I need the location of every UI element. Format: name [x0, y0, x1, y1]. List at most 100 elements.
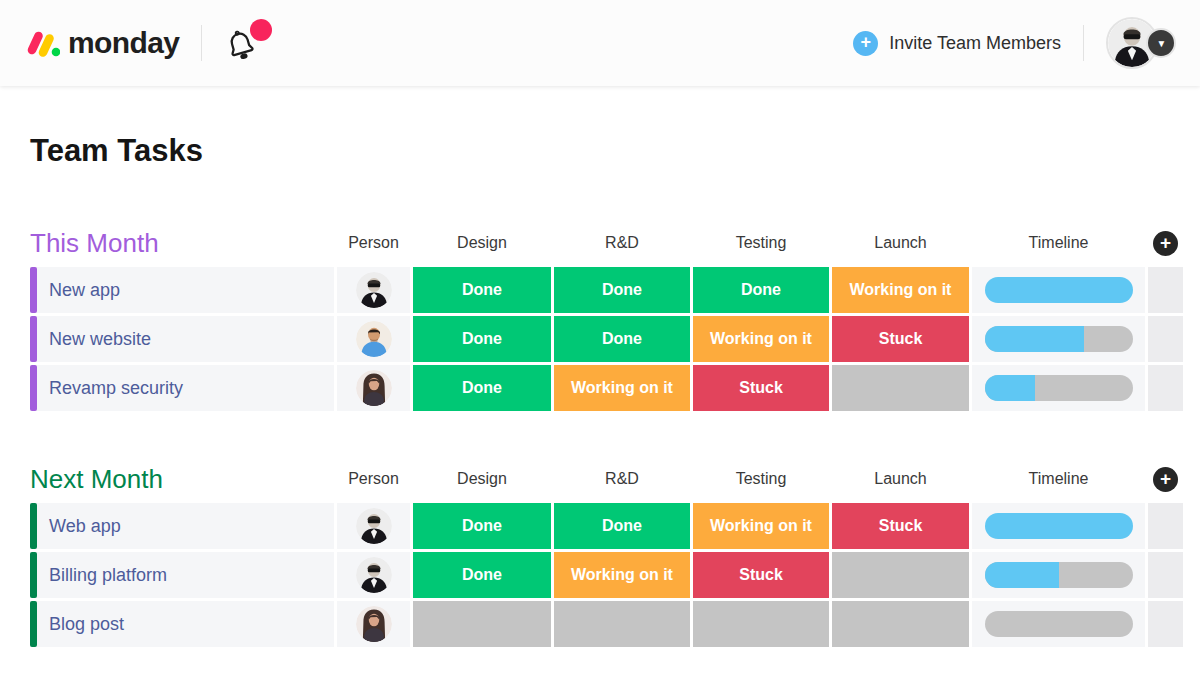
status-cell-testing[interactable]: Working on it — [693, 316, 829, 362]
group-this-month: This Month Person Design R&D Testing Lau… — [30, 226, 1200, 411]
timeline-bar — [985, 513, 1133, 539]
timeline-progress — [985, 375, 1035, 401]
person-cell[interactable] — [337, 503, 410, 549]
status-cell-testing[interactable]: Working on it — [693, 503, 829, 549]
task-name: Revamp security — [49, 378, 183, 399]
column-header-testing: Testing — [693, 234, 829, 252]
person-cell[interactable] — [337, 365, 410, 411]
invite-plus-icon — [853, 31, 878, 56]
status-cell-testing[interactable]: Done — [693, 267, 829, 313]
person-avatar — [356, 370, 392, 406]
column-header-timeline: Timeline — [972, 470, 1145, 488]
timeline-cell[interactable] — [972, 601, 1145, 647]
timeline-cell[interactable] — [972, 316, 1145, 362]
person-avatar — [356, 508, 392, 544]
status-cell-rd[interactable]: Done — [554, 316, 690, 362]
timeline-progress — [985, 326, 1084, 352]
timeline-progress — [985, 562, 1059, 588]
column-header-launch: Launch — [832, 234, 969, 252]
status-cell-design[interactable]: Done — [413, 552, 551, 598]
task-name: New app — [49, 280, 120, 301]
empty-cell — [1148, 552, 1183, 598]
person-cell[interactable] — [337, 267, 410, 313]
notifications-bell-button[interactable] — [224, 21, 264, 65]
task-name-cell[interactable]: Revamp security — [30, 365, 334, 411]
timeline-cell[interactable] — [972, 267, 1145, 313]
column-header-rd: R&D — [554, 470, 690, 488]
empty-cell — [1148, 316, 1183, 362]
header-divider-2 — [1083, 25, 1084, 61]
status-cell-design[interactable]: Done — [413, 365, 551, 411]
group-color-bar — [30, 316, 37, 362]
task-name-cell[interactable]: New app — [30, 267, 334, 313]
invite-label: Invite Team Members — [889, 33, 1061, 54]
status-cell-design[interactable]: Done — [413, 267, 551, 313]
status-cell-launch[interactable] — [832, 365, 969, 411]
table-row: Blog post — [30, 601, 1200, 647]
empty-cell — [1148, 267, 1183, 313]
status-cell-testing[interactable]: Stuck — [693, 552, 829, 598]
task-name: New website — [49, 329, 151, 350]
timeline-bar — [985, 375, 1133, 401]
timeline-cell[interactable] — [972, 552, 1145, 598]
table-row: Web app Done Done Working on it Stuck — [30, 503, 1200, 549]
column-header-person: Person — [337, 234, 410, 252]
timeline-bar — [985, 326, 1133, 352]
user-menu[interactable] — [1106, 17, 1176, 69]
board-content: Team Tasks This Month Person Design R&D … — [0, 133, 1200, 647]
task-name: Web app — [49, 516, 121, 537]
timeline-progress — [985, 277, 1133, 303]
task-name-cell[interactable]: New website — [30, 316, 334, 362]
table-row: New app Done Done Done Working on it — [30, 267, 1200, 313]
status-cell-launch[interactable]: Stuck — [832, 316, 969, 362]
status-cell-testing[interactable] — [693, 601, 829, 647]
task-name-cell[interactable]: Blog post — [30, 601, 334, 647]
group-title[interactable]: Next Month — [30, 462, 334, 496]
person-avatar — [356, 272, 392, 308]
group-title[interactable]: This Month — [30, 226, 334, 260]
person-cell[interactable] — [337, 316, 410, 362]
person-avatar — [356, 321, 392, 357]
status-cell-rd[interactable]: Working on it — [554, 365, 690, 411]
group-color-bar — [30, 601, 37, 647]
timeline-cell[interactable] — [972, 503, 1145, 549]
table-row: New website Done Done Working on it Stuc… — [30, 316, 1200, 362]
column-header-testing: Testing — [693, 470, 829, 488]
status-cell-launch[interactable] — [832, 552, 969, 598]
add-column-button[interactable] — [1153, 467, 1178, 492]
column-header-launch: Launch — [832, 470, 969, 488]
person-cell[interactable] — [337, 552, 410, 598]
add-column-button[interactable] — [1153, 231, 1178, 256]
status-cell-design[interactable]: Done — [413, 316, 551, 362]
timeline-cell[interactable] — [972, 365, 1145, 411]
status-cell-launch[interactable]: Working on it — [832, 267, 969, 313]
status-cell-launch[interactable] — [832, 601, 969, 647]
status-cell-rd[interactable] — [554, 601, 690, 647]
group-color-bar — [30, 267, 37, 313]
timeline-progress — [985, 513, 1133, 539]
status-cell-testing[interactable]: Stuck — [693, 365, 829, 411]
column-header-design: Design — [413, 234, 551, 252]
group-header-row: Next Month Person Design R&D Testing Lau… — [30, 462, 1200, 496]
task-name-cell[interactable]: Billing platform — [30, 552, 334, 598]
person-cell[interactable] — [337, 601, 410, 647]
monday-logo[interactable]: monday — [24, 26, 179, 60]
column-header-design: Design — [413, 470, 551, 488]
monday-logo-icon — [24, 26, 60, 60]
status-cell-design[interactable] — [413, 601, 551, 647]
status-cell-design[interactable]: Done — [413, 503, 551, 549]
invite-team-members-button[interactable]: Invite Team Members — [853, 31, 1061, 56]
task-name-cell[interactable]: Web app — [30, 503, 334, 549]
empty-cell — [1148, 365, 1183, 411]
column-header-timeline: Timeline — [972, 234, 1145, 252]
column-header-rd: R&D — [554, 234, 690, 252]
status-cell-rd[interactable]: Working on it — [554, 552, 690, 598]
chevron-down-icon[interactable] — [1146, 28, 1176, 58]
status-cell-launch[interactable]: Stuck — [832, 503, 969, 549]
status-cell-rd[interactable]: Done — [554, 267, 690, 313]
group-color-bar — [30, 365, 37, 411]
table-row: Revamp security Done Working on it Stuck — [30, 365, 1200, 411]
group-next-month: Next Month Person Design R&D Testing Lau… — [30, 462, 1200, 647]
status-cell-rd[interactable]: Done — [554, 503, 690, 549]
person-avatar — [356, 557, 392, 593]
